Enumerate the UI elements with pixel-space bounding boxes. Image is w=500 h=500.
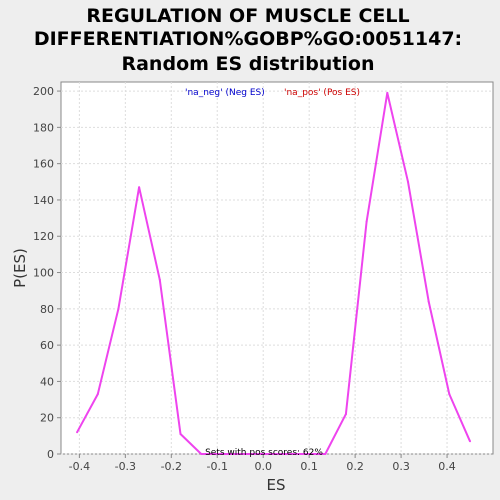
data-point xyxy=(469,440,472,443)
data-point xyxy=(76,431,79,434)
y-tick-label: 120 xyxy=(33,230,54,243)
chart-title-line-1: REGULATION OF MUSCLE CELL xyxy=(86,5,409,27)
x-tick-label: -0.1 xyxy=(207,460,228,473)
data-point xyxy=(324,453,327,455)
y-tick-label: 180 xyxy=(33,121,54,134)
data-point xyxy=(386,91,389,94)
x-tick-label: 0.2 xyxy=(346,460,364,473)
axis-ticks: -0.4 -0.3 -0.2 -0.1 0.0 0.1 0.2 0.3 0.4 0 20 40 60 80… xyxy=(33,85,456,473)
plot-area xyxy=(60,81,494,455)
legend-entry-neg: 'na_neg' (Neg ES) xyxy=(185,88,265,98)
data-point xyxy=(282,453,285,455)
y-tick-label: 40 xyxy=(40,375,54,388)
series-line xyxy=(76,91,471,455)
data-point xyxy=(200,453,203,455)
x-tick-label: 0.3 xyxy=(392,460,410,473)
x-tick-label: 0.1 xyxy=(300,460,318,473)
data-point xyxy=(117,307,120,310)
data-point xyxy=(448,393,451,396)
y-axis-label: P(ES) xyxy=(11,248,29,288)
y-tick-label: 80 xyxy=(40,303,54,316)
pos-scores-annotation: Sets with pos scores: 62% xyxy=(205,448,323,458)
grid xyxy=(61,82,493,455)
data-point xyxy=(303,453,306,455)
x-tick-label: 0.0 xyxy=(254,460,272,473)
x-tick-label: -0.4 xyxy=(69,460,90,473)
x-axis-label: ES xyxy=(267,476,286,494)
data-point xyxy=(96,393,99,396)
y-tick-label: 200 xyxy=(33,85,54,98)
data-point xyxy=(138,186,141,189)
y-tick-label: 60 xyxy=(40,339,54,352)
data-point xyxy=(241,453,244,455)
data-point xyxy=(179,433,182,436)
legend-entry-pos: 'na_pos' (Pos ES) xyxy=(284,88,360,98)
data-point xyxy=(344,413,347,416)
data-point xyxy=(262,453,265,455)
y-tick-label: 100 xyxy=(33,267,54,280)
data-point xyxy=(406,180,409,183)
x-tick-label: -0.3 xyxy=(115,460,136,473)
series-layer xyxy=(76,91,472,455)
y-tick-label: 20 xyxy=(40,412,54,425)
data-point xyxy=(427,300,430,303)
x-tick-label: -0.2 xyxy=(161,460,182,473)
y-tick-label: 140 xyxy=(33,194,54,207)
chart-title-line-3: Random ES distribution xyxy=(121,53,374,75)
data-point xyxy=(220,453,223,455)
y-tick-label: 160 xyxy=(33,158,54,171)
data-point xyxy=(365,220,368,223)
y-tick-label: 0 xyxy=(47,448,54,461)
data-point xyxy=(158,278,161,281)
x-tick-label: 0.4 xyxy=(438,460,456,473)
chart-title-line-2: DIFFERENTIATION%GOBP%GO:0051147: xyxy=(34,28,462,50)
